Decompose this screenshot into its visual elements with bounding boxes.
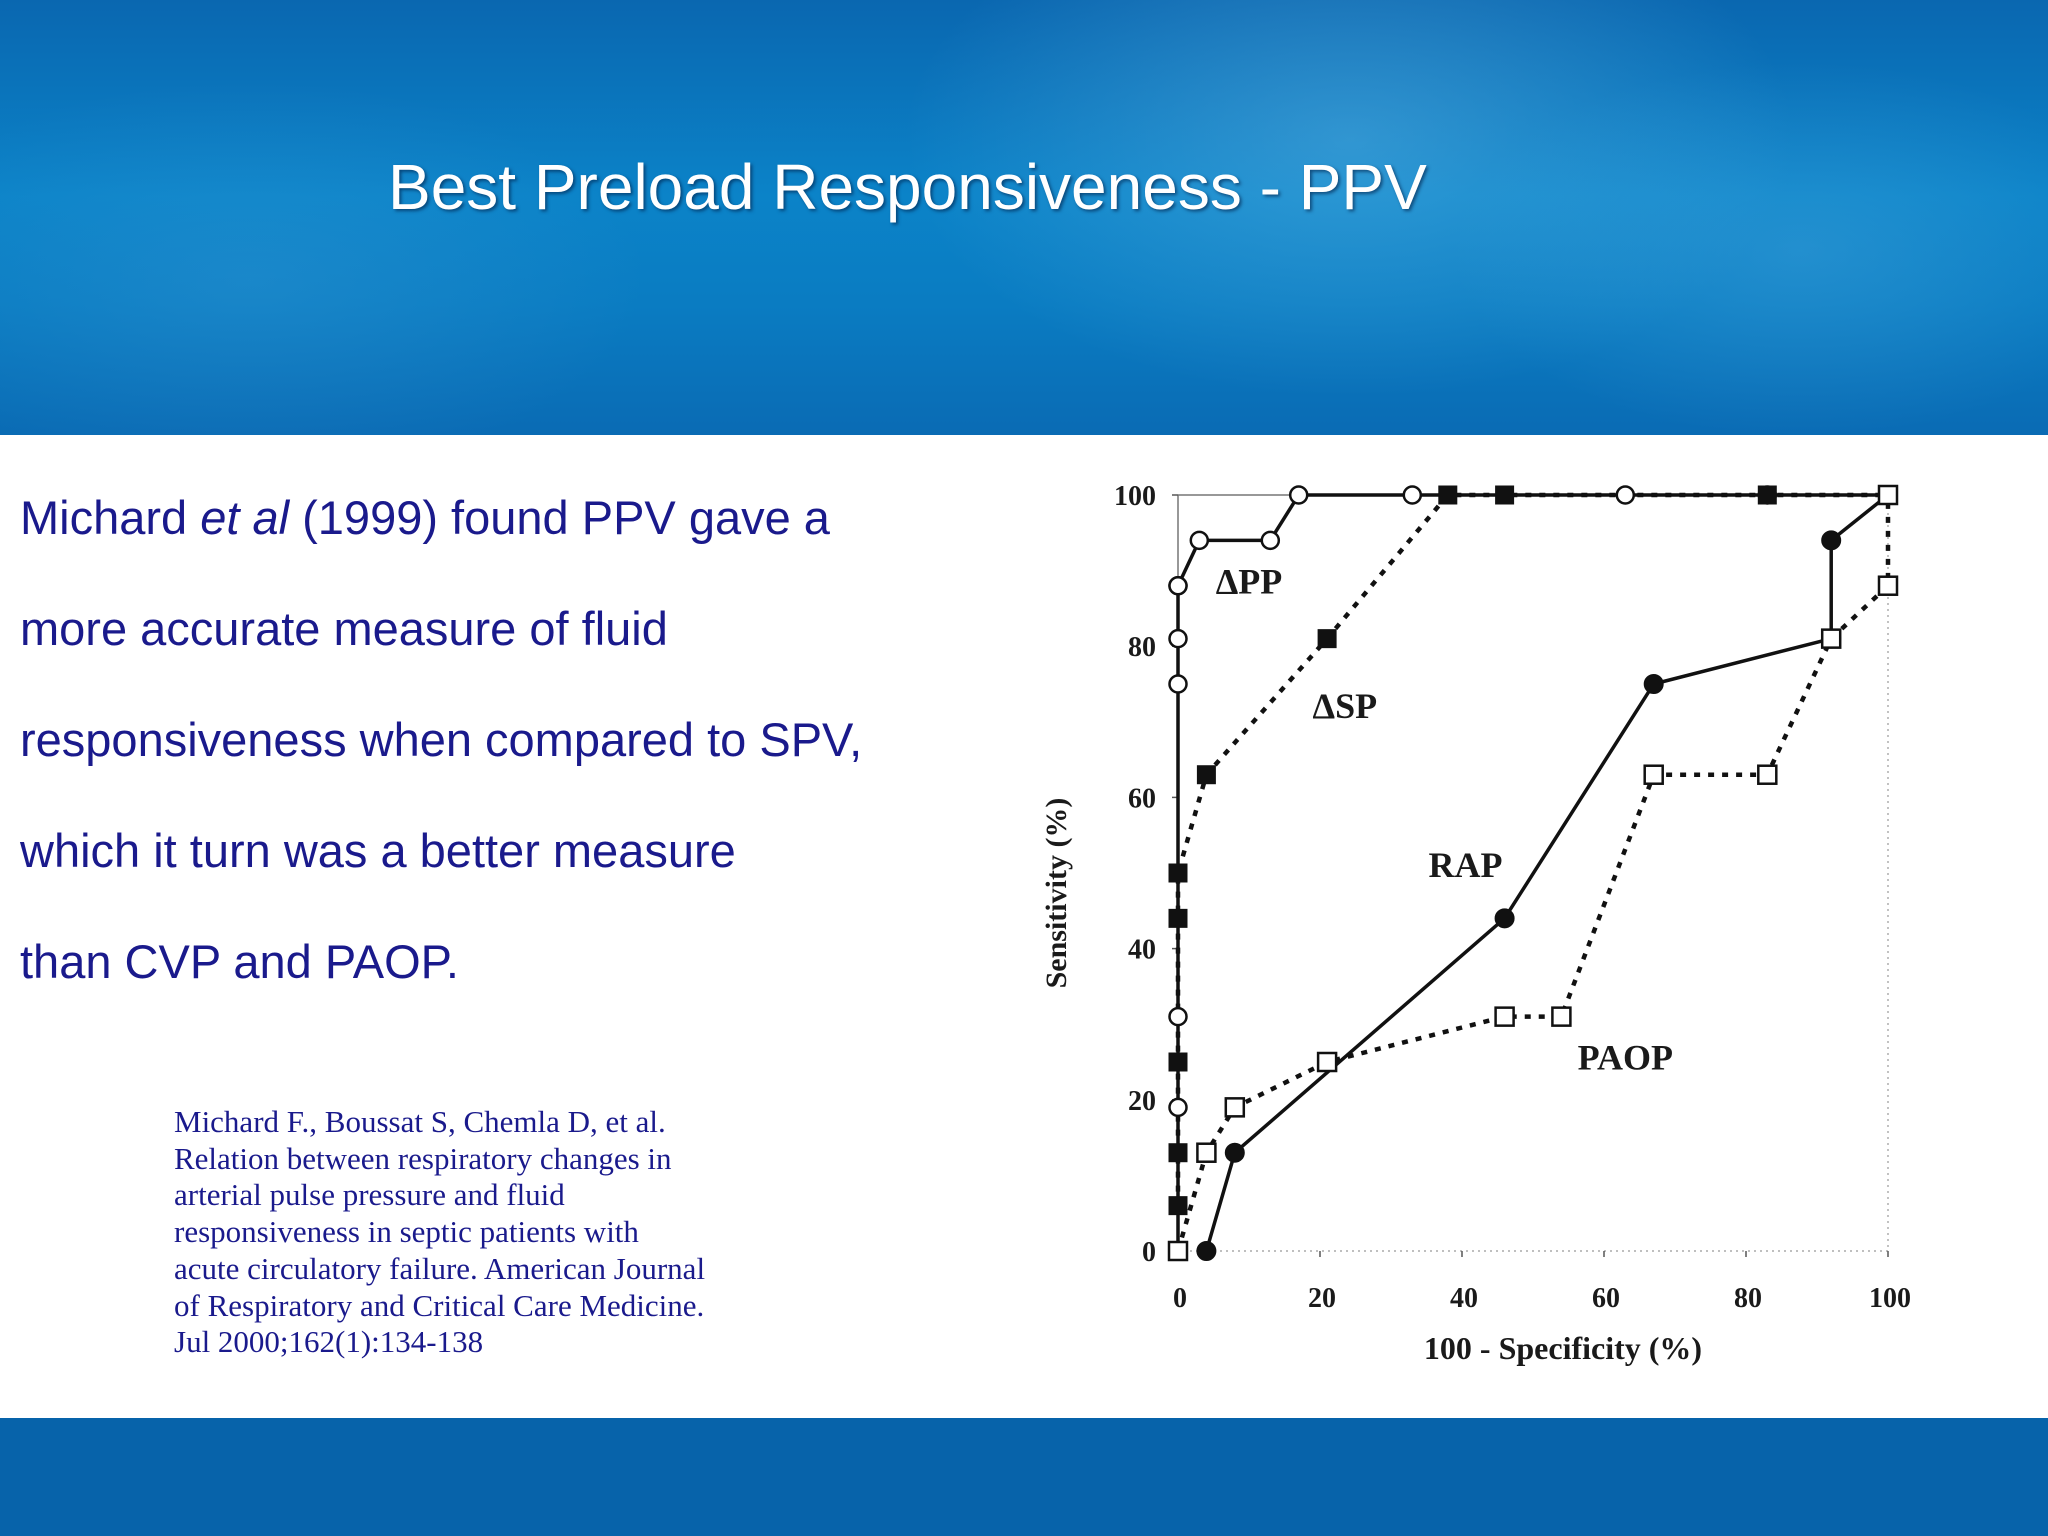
data-point bbox=[1168, 1097, 1188, 1118]
header-glow bbox=[900, 0, 1800, 400]
body-line: Michard et al (1999) found PPV gave a bbox=[20, 462, 980, 573]
data-point bbox=[1168, 628, 1188, 649]
body-line: than CVP and PAOP. bbox=[20, 935, 459, 988]
data-point bbox=[1288, 485, 1309, 505]
header-glow bbox=[0, 80, 650, 435]
data-point bbox=[1224, 1142, 1245, 1163]
citation-line: arterial pulse pressure and fluid bbox=[174, 1177, 565, 1213]
series-annotation: PAOP bbox=[1578, 1038, 1673, 1078]
data-point bbox=[1494, 908, 1515, 929]
series-line bbox=[1175, 492, 1888, 1206]
data-point bbox=[1168, 908, 1188, 928]
citation-line: of Respiratory and Critical Care Medicin… bbox=[174, 1287, 705, 1323]
x-tick-label: 20 bbox=[1308, 1283, 1336, 1314]
data-point bbox=[1438, 485, 1458, 505]
data-point bbox=[1168, 575, 1188, 596]
x-tick-label: 0 bbox=[1173, 1283, 1187, 1314]
y-tick-label: 60 bbox=[1128, 783, 1156, 814]
body-line: responsiveness when compared to SPV, bbox=[20, 713, 863, 766]
citation-line: Relation between respiratory changes in bbox=[174, 1140, 672, 1176]
citation-line: Michard F., Boussat S, Chemla D, et al. bbox=[174, 1104, 666, 1139]
data-point bbox=[1551, 1006, 1572, 1027]
series-annotation: ΔSP bbox=[1313, 686, 1378, 726]
roc-chart: 0 20 40 60 80 100 0 20 40 60 80 100 100 - Specificit… bbox=[1040, 481, 1911, 1366]
slide-footer bbox=[0, 1418, 2048, 1536]
data-point bbox=[1167, 1240, 1189, 1262]
citation-line: responsiveness in septic patients with bbox=[174, 1214, 639, 1250]
data-point bbox=[1615, 485, 1636, 505]
data-point bbox=[1189, 530, 1210, 551]
data-point bbox=[1316, 1051, 1338, 1073]
series-annotation: RAP bbox=[1429, 845, 1503, 885]
data-point bbox=[1196, 1142, 1217, 1163]
data-point bbox=[1402, 485, 1423, 505]
citation-line: Jul 2000;162(1):134-138 bbox=[174, 1324, 484, 1360]
data-point bbox=[1757, 485, 1777, 505]
data-point bbox=[1643, 674, 1664, 694]
data-point bbox=[1196, 1241, 1217, 1261]
x-tick-label: 60 bbox=[1592, 1283, 1620, 1314]
data-point bbox=[1168, 1196, 1188, 1216]
data-point bbox=[1196, 765, 1216, 785]
y-tick-label: 0 bbox=[1142, 1237, 1156, 1268]
slide-body: Michard et al (1999) found PPV gave a mo… bbox=[20, 462, 980, 1017]
body-text-segment: (1999) found PPV gave a bbox=[289, 491, 830, 544]
data-point bbox=[1168, 674, 1188, 694]
x-tick-label: 80 bbox=[1734, 1283, 1762, 1314]
data-point bbox=[1643, 764, 1664, 785]
data-point bbox=[1168, 863, 1188, 883]
body-italic-segment: et al bbox=[200, 491, 290, 544]
citation: Michard F., Boussat S, Chemla D, et al. … bbox=[174, 1104, 794, 1361]
x-tick-label: 40 bbox=[1450, 1283, 1478, 1314]
header-glow bbox=[1450, 60, 2048, 435]
body-text-segment: Michard bbox=[20, 491, 201, 544]
data-point bbox=[1877, 575, 1899, 596]
data-point bbox=[1494, 1006, 1515, 1027]
data-point bbox=[1757, 764, 1778, 785]
citation-line: acute circulatory failure. American Jour… bbox=[174, 1250, 706, 1286]
data-point bbox=[1224, 1097, 1246, 1118]
data-point bbox=[1877, 484, 1899, 506]
data-point bbox=[1820, 628, 1842, 649]
series-line bbox=[1204, 493, 1890, 1252]
data-point bbox=[1260, 530, 1281, 551]
data-point bbox=[1168, 1143, 1188, 1163]
y-axis-label: Sensitivity (%) bbox=[1040, 798, 1073, 989]
y-tick-label: 100 bbox=[1114, 481, 1156, 512]
y-tick-label: 40 bbox=[1128, 935, 1156, 966]
data-point bbox=[1168, 1006, 1188, 1027]
body-line: more accurate measure of fluid bbox=[20, 602, 668, 655]
data-point bbox=[1821, 530, 1842, 551]
slide-header: Best Preload Responsiveness - PPV bbox=[0, 0, 2048, 435]
slide-title: Best Preload Responsiveness - PPV bbox=[388, 151, 1427, 223]
data-point bbox=[1495, 485, 1515, 505]
x-axis-label: 100 - Specificity (%) bbox=[1424, 1330, 1702, 1366]
series-annotation: ΔPP bbox=[1216, 561, 1283, 601]
y-tick-label: 20 bbox=[1128, 1086, 1156, 1117]
x-tick-label: 100 bbox=[1869, 1283, 1911, 1314]
body-line: which it turn was a better measure bbox=[20, 824, 736, 877]
y-tick-label: 80 bbox=[1128, 632, 1156, 663]
data-point bbox=[1317, 629, 1337, 649]
data-point bbox=[1168, 1052, 1188, 1072]
